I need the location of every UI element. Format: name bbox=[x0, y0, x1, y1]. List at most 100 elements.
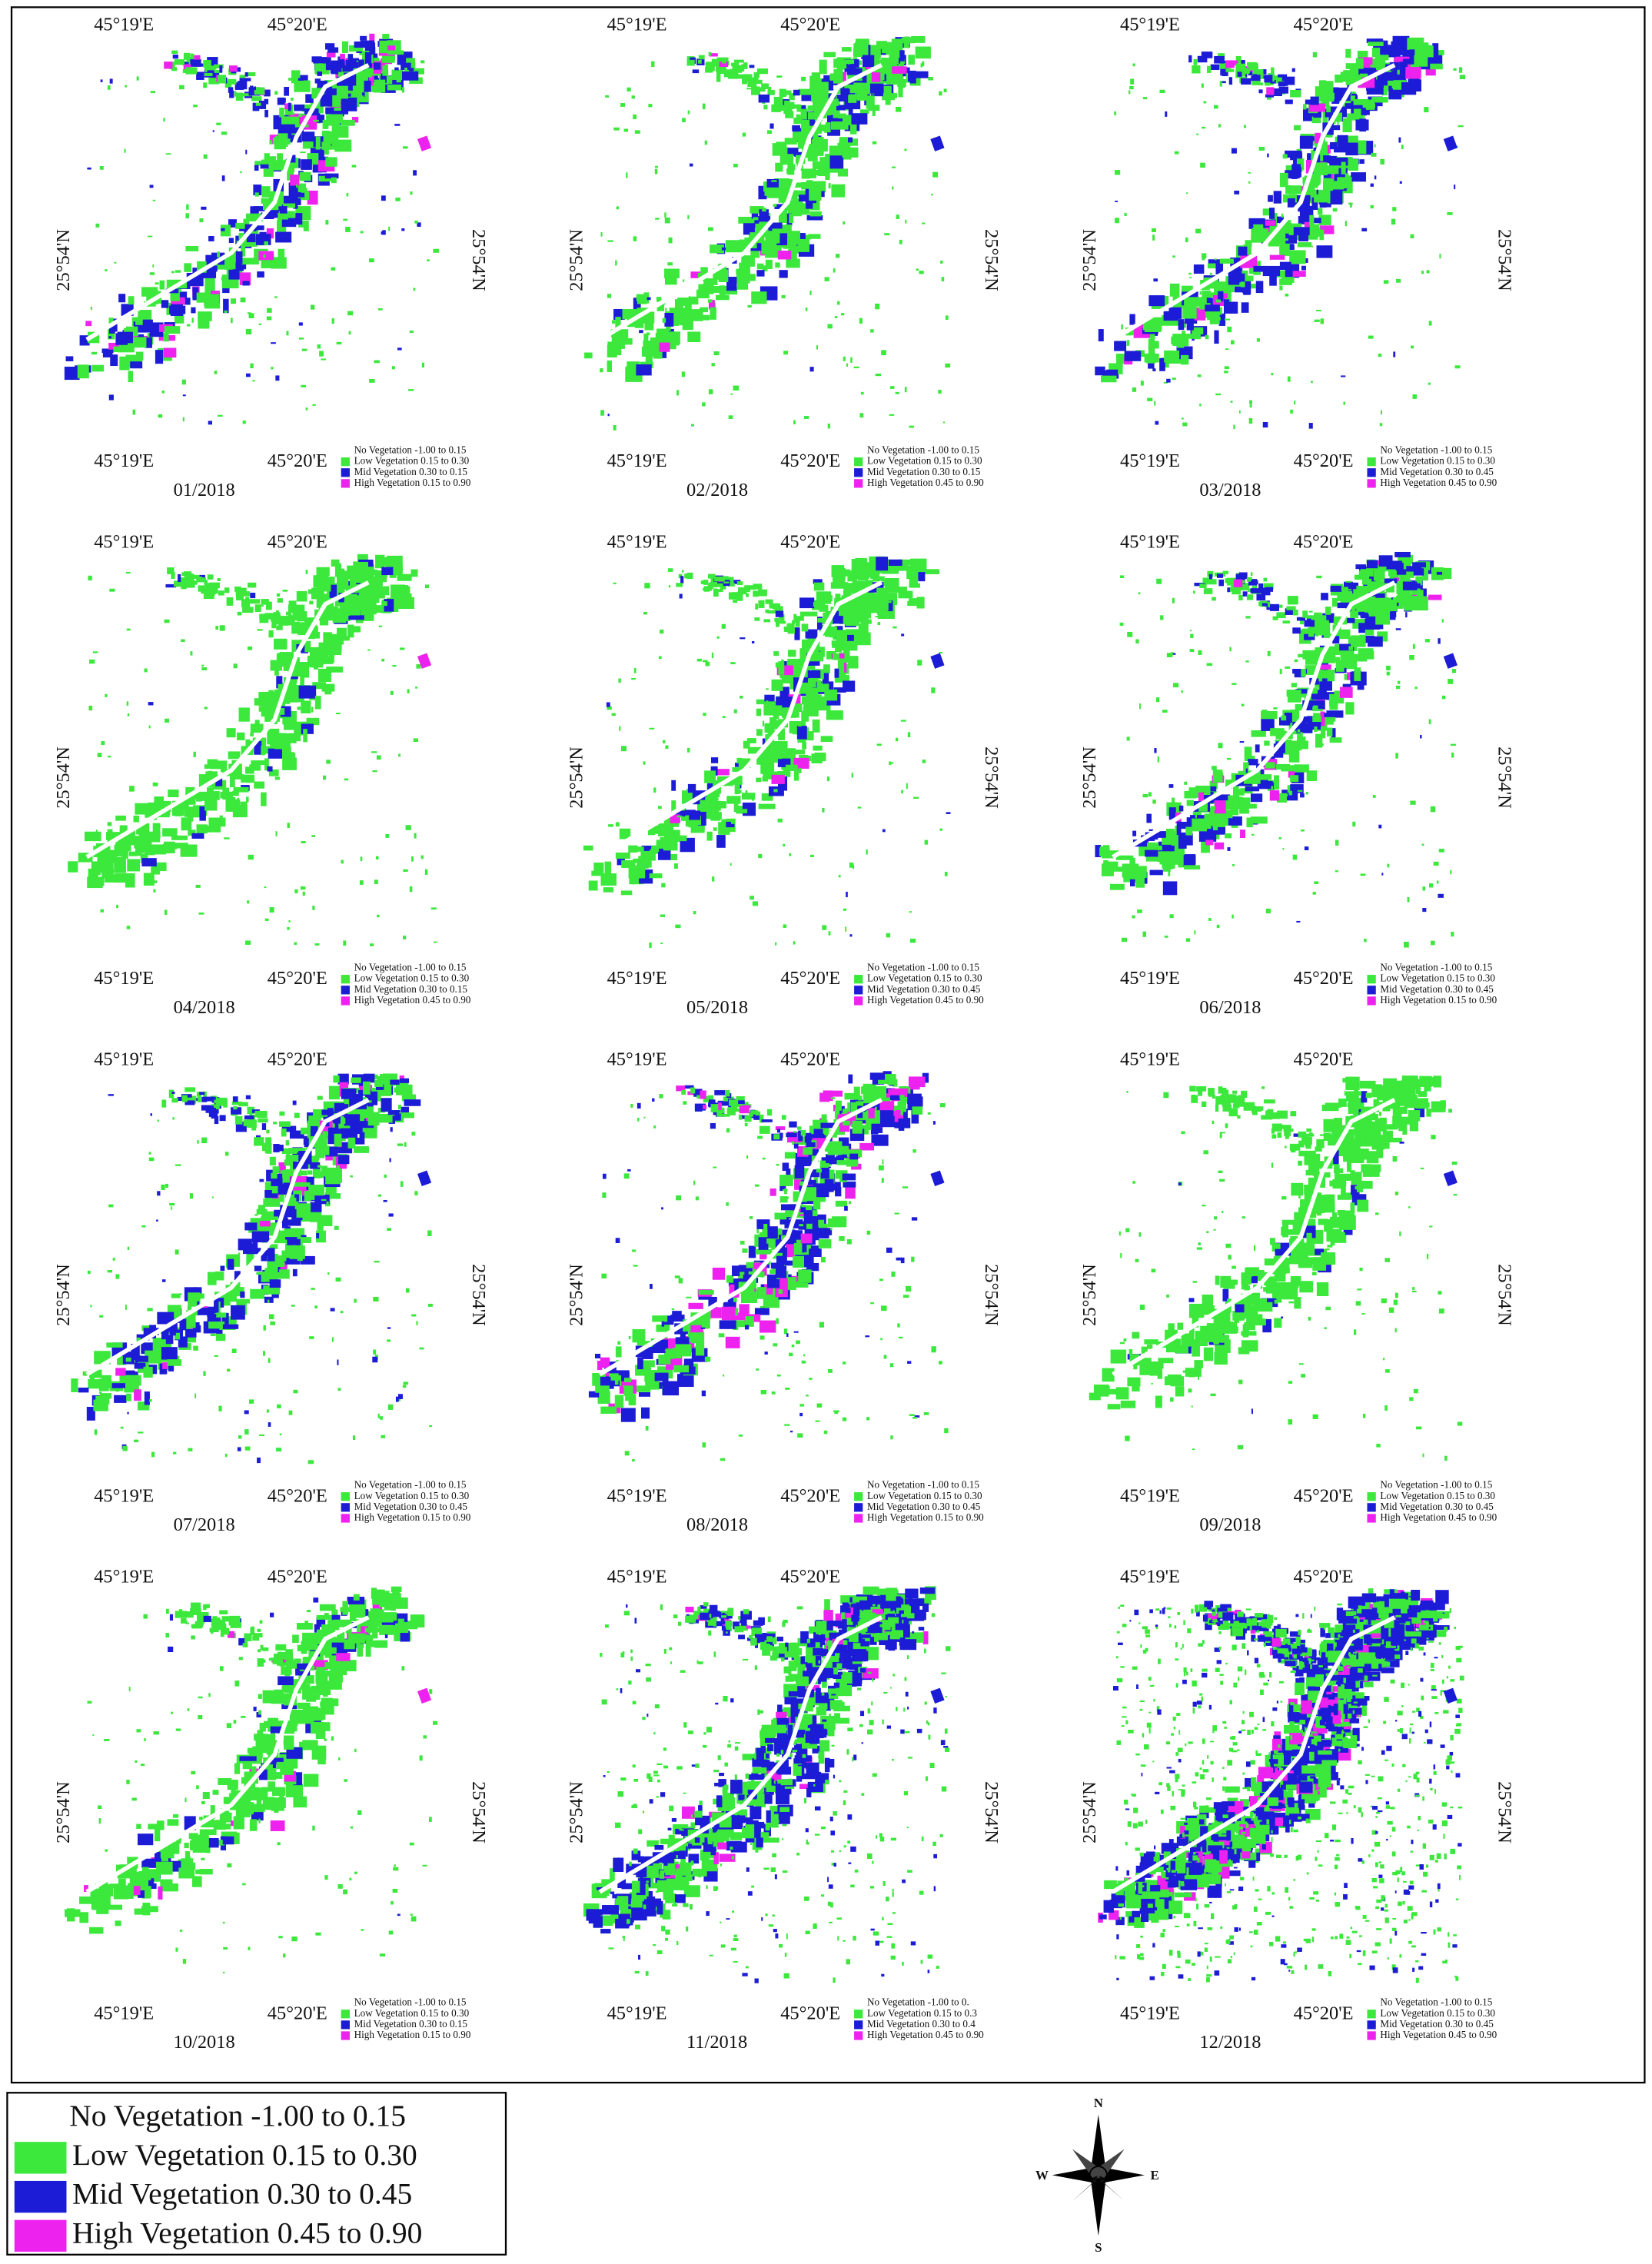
vegetation-patch bbox=[1124, 212, 1127, 217]
vegetation-patch bbox=[781, 147, 788, 158]
vegetation-patch bbox=[1246, 594, 1253, 600]
vegetation-patch bbox=[1217, 317, 1221, 321]
vegetation-patch bbox=[258, 101, 267, 109]
vegetation-patch bbox=[683, 1101, 687, 1105]
vegetation-patch bbox=[1345, 702, 1355, 715]
vegetation-patch bbox=[723, 581, 730, 583]
vegetation-patch bbox=[211, 1196, 214, 1198]
vegetation-patch bbox=[828, 931, 831, 936]
vegetation-patch bbox=[1197, 374, 1202, 377]
vegetation-patch bbox=[689, 296, 699, 303]
vegetation-patch bbox=[837, 301, 840, 305]
legend-label: High Vegetation 0.45 to 0.90 bbox=[1380, 477, 1497, 488]
vegetation-patch bbox=[356, 51, 362, 53]
vegetation-patch bbox=[214, 64, 224, 68]
vegetation-patch bbox=[221, 277, 224, 281]
legend-label: Low Vegetation 0.15 to 0.30 bbox=[867, 972, 982, 984]
coordinate-label: 25°54'N bbox=[981, 746, 1002, 809]
vegetation-patch bbox=[615, 260, 617, 266]
vegetation-patch bbox=[364, 68, 381, 76]
vegetation-patch bbox=[853, 43, 869, 58]
vegetation-patch bbox=[327, 1272, 330, 1275]
vegetation-patch bbox=[1267, 153, 1269, 158]
vegetation-patch bbox=[1142, 793, 1148, 798]
vegetation-patch bbox=[273, 733, 291, 747]
vegetation-patch bbox=[420, 60, 425, 64]
vegetation-patch bbox=[1303, 104, 1307, 110]
vegetation-patch bbox=[288, 102, 291, 111]
vegetation-patch bbox=[252, 102, 260, 111]
vegetation-patch bbox=[245, 940, 251, 945]
vegetation-patch bbox=[1269, 273, 1277, 286]
vegetation-patch bbox=[613, 424, 617, 431]
vegetation-patch bbox=[781, 294, 786, 299]
vegetation-patch bbox=[284, 1228, 301, 1238]
vegetation-patch bbox=[391, 366, 395, 370]
vegetation-patch bbox=[326, 760, 331, 764]
vegetation-patch bbox=[1156, 298, 1159, 301]
vegetation-patch bbox=[1443, 135, 1458, 151]
vegetation-patch bbox=[296, 1203, 311, 1218]
vegetation-patch bbox=[107, 85, 111, 90]
vegetation-patch bbox=[270, 660, 282, 671]
vegetation-patch bbox=[1229, 647, 1232, 652]
vegetation-patch bbox=[1251, 228, 1265, 238]
vegetation-patch bbox=[1436, 571, 1443, 575]
vegetation-patch bbox=[203, 82, 208, 88]
vegetation-patch bbox=[1240, 829, 1245, 839]
vegetation-patch bbox=[607, 360, 612, 372]
vegetation-patch bbox=[1430, 63, 1443, 70]
vegetation-patch bbox=[811, 72, 821, 83]
vegetation-patch bbox=[794, 627, 800, 640]
vegetation-patch bbox=[827, 324, 833, 329]
vegetation-patch bbox=[102, 351, 113, 357]
vegetation-patch bbox=[398, 753, 401, 757]
vegetation-patch bbox=[255, 225, 264, 231]
vegetation-patch bbox=[1266, 87, 1275, 95]
panel-date: 03/2018 bbox=[1199, 480, 1261, 500]
vegetation-patch bbox=[261, 159, 273, 167]
vegetation-patch bbox=[268, 1422, 271, 1427]
vegetation-patch bbox=[179, 1293, 182, 1295]
vegetation-patch bbox=[284, 103, 292, 110]
vegetation-patch bbox=[742, 793, 756, 800]
vegetation-patch bbox=[1193, 264, 1205, 274]
vegetation-patch bbox=[1206, 65, 1212, 73]
vegetation-patch bbox=[129, 337, 147, 348]
vegetation-patch bbox=[1164, 350, 1180, 363]
vegetation-patch bbox=[390, 690, 394, 695]
vegetation-patch bbox=[194, 55, 201, 60]
vegetation-patch bbox=[250, 592, 256, 599]
vegetation-patch bbox=[293, 1389, 298, 1394]
vegetation-patch bbox=[164, 326, 181, 334]
vegetation-patch bbox=[777, 818, 783, 823]
vegetation-patch bbox=[373, 605, 384, 613]
vegetation-patch bbox=[265, 1137, 272, 1146]
vegetation-patch bbox=[896, 47, 903, 53]
vegetation-patch bbox=[638, 1392, 650, 1397]
coordinate-label: 45°20'E bbox=[268, 1485, 327, 1506]
vegetation-patch bbox=[1200, 162, 1205, 168]
vegetation-patch bbox=[222, 787, 229, 800]
vegetation-patch bbox=[175, 270, 181, 273]
river bbox=[1112, 63, 1396, 342]
vegetation-patch bbox=[232, 790, 239, 796]
vegetation-patch bbox=[1095, 366, 1105, 376]
vegetation-patch bbox=[256, 1208, 268, 1215]
vegetation-patch bbox=[761, 1119, 773, 1122]
vegetation-patch bbox=[1242, 280, 1251, 294]
vegetation-patch bbox=[833, 268, 836, 273]
vegetation-patch bbox=[269, 907, 274, 913]
vegetation-patch bbox=[773, 789, 778, 793]
vegetation-patch bbox=[756, 777, 762, 783]
vegetation-patch bbox=[717, 589, 723, 593]
vegetation-patch bbox=[372, 576, 384, 586]
vegetation-patch bbox=[872, 141, 877, 145]
vegetation-patch bbox=[1132, 915, 1135, 919]
vegetation-patch bbox=[245, 1095, 251, 1099]
vegetation-patch bbox=[171, 1091, 175, 1094]
vegetation-patch bbox=[164, 909, 168, 916]
vegetation-patch bbox=[1268, 194, 1273, 202]
vegetation-patch bbox=[837, 168, 848, 177]
vegetation-patch bbox=[1292, 609, 1298, 616]
